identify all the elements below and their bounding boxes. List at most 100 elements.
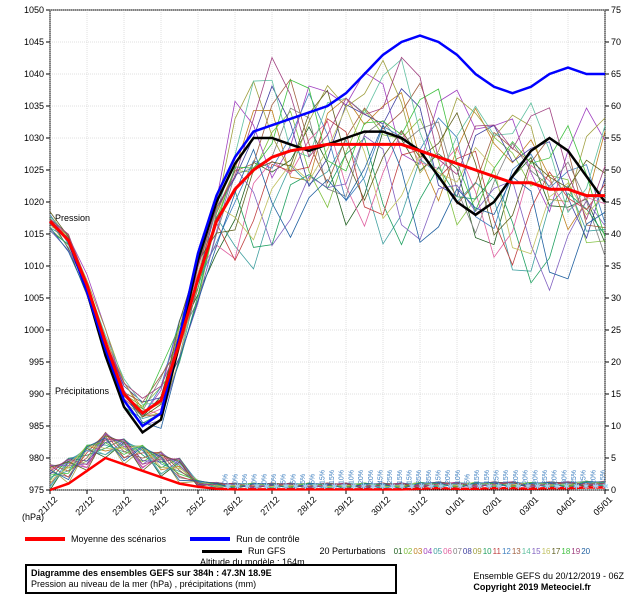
- svg-text:03/01: 03/01: [517, 494, 540, 517]
- svg-text:1010: 1010: [24, 261, 44, 271]
- svg-text:50: 50: [611, 165, 621, 175]
- svg-text:✱: ✱: [379, 482, 386, 491]
- svg-text:✱: ✱: [554, 482, 561, 491]
- svg-text:✱: ✱: [244, 482, 251, 491]
- svg-text:✱: ✱: [457, 482, 464, 491]
- svg-text:975: 975: [29, 485, 44, 495]
- title-line2: Pression au niveau de la mer (hPa) , pré…: [31, 579, 391, 590]
- svg-text:✱: ✱: [321, 482, 328, 491]
- svg-text:✱: ✱: [515, 482, 522, 491]
- svg-text:✱: ✱: [592, 482, 599, 491]
- svg-text:15: 15: [611, 389, 621, 399]
- pert-num: 02: [403, 547, 412, 556]
- svg-text:02/01: 02/01: [480, 494, 503, 517]
- svg-text:55: 55: [611, 133, 621, 143]
- pert-num: 13: [512, 547, 521, 556]
- svg-text:980: 980: [29, 453, 44, 463]
- svg-text:01/01: 01/01: [443, 494, 466, 517]
- svg-text:1015: 1015: [24, 229, 44, 239]
- svg-text:1005: 1005: [24, 293, 44, 303]
- pert-num: 12: [502, 547, 511, 556]
- pert-num: 08: [463, 547, 472, 556]
- svg-text:30: 30: [611, 293, 621, 303]
- svg-text:5: 5: [611, 453, 616, 463]
- pert-num: 05: [433, 547, 442, 556]
- svg-text:1020: 1020: [24, 197, 44, 207]
- perturbation-swatches: 0102030405060708091011121314151617181920: [394, 546, 592, 556]
- svg-text:1000: 1000: [24, 325, 44, 335]
- svg-text:✱: ✱: [476, 482, 483, 491]
- pert-num: 01: [394, 547, 403, 556]
- pert-num: 17: [551, 547, 560, 556]
- svg-text:✱: ✱: [292, 482, 299, 491]
- svg-text:25: 25: [611, 325, 621, 335]
- svg-text:05/01: 05/01: [591, 494, 614, 517]
- svg-text:1025: 1025: [24, 165, 44, 175]
- svg-text:(hPa): (hPa): [22, 512, 44, 522]
- pert-num: 16: [542, 547, 551, 556]
- svg-text:45: 45: [611, 197, 621, 207]
- svg-text:27/12: 27/12: [258, 494, 281, 517]
- svg-text:04/01: 04/01: [554, 494, 577, 517]
- svg-text:✱: ✱: [225, 482, 232, 491]
- svg-text:29/12: 29/12: [332, 494, 355, 517]
- svg-text:31/12: 31/12: [406, 494, 429, 517]
- svg-text:65: 65: [611, 69, 621, 79]
- pert-num: 18: [561, 547, 570, 556]
- footer-copyright: Copyright 2019 Meteociel.fr: [473, 582, 591, 592]
- svg-text:✱: ✱: [389, 482, 396, 491]
- svg-text:25/12: 25/12: [184, 494, 207, 517]
- svg-text:40: 40: [611, 229, 621, 239]
- footer-run: Ensemble GEFS du 20/12/2019 - 06Z: [473, 571, 624, 583]
- title-box: Diagramme des ensembles GEFS sur 384h : …: [25, 564, 397, 594]
- svg-text:✱: ✱: [331, 482, 338, 491]
- legend-perturbations-label: 20 Perturbations: [320, 546, 386, 556]
- pert-num: 11: [493, 547, 501, 556]
- svg-text:✱: ✱: [437, 482, 444, 491]
- svg-text:✱: ✱: [360, 482, 367, 491]
- svg-text:✱: ✱: [534, 482, 541, 491]
- svg-text:✱: ✱: [602, 482, 609, 491]
- svg-text:990: 990: [29, 389, 44, 399]
- svg-text:✱: ✱: [234, 482, 241, 491]
- svg-text:✱: ✱: [399, 482, 406, 491]
- svg-text:75: 75: [611, 5, 621, 15]
- svg-text:✱: ✱: [496, 482, 503, 491]
- svg-text:995: 995: [29, 357, 44, 367]
- svg-text:✱: ✱: [467, 482, 474, 491]
- svg-text:20: 20: [611, 357, 621, 367]
- svg-text:✱: ✱: [447, 482, 454, 491]
- svg-text:35: 35: [611, 261, 621, 271]
- svg-text:✱: ✱: [428, 482, 435, 491]
- legend-gfs-label: Run GFS: [248, 546, 286, 556]
- legend-swatch-gfs: [202, 550, 242, 553]
- svg-text:✱: ✱: [370, 482, 377, 491]
- svg-text:30/12: 30/12: [369, 494, 392, 517]
- svg-text:Précipitations: Précipitations: [55, 386, 110, 396]
- svg-text:✱: ✱: [418, 482, 425, 491]
- footer: Ensemble GEFS du 20/12/2019 - 06Z Copyri…: [473, 571, 624, 594]
- svg-text:23/12: 23/12: [110, 494, 133, 517]
- svg-text:1040: 1040: [24, 69, 44, 79]
- svg-text:22/12: 22/12: [73, 494, 96, 517]
- pert-num: 06: [443, 547, 452, 556]
- ensemble-chart: 9759809859909951000100510101015102010251…: [0, 0, 634, 600]
- legend-control-label: Run de contrôle: [236, 534, 300, 544]
- svg-text:✱: ✱: [273, 482, 280, 491]
- title-line1: Diagramme des ensembles GEFS sur 384h : …: [31, 568, 272, 578]
- svg-text:60: 60: [611, 101, 621, 111]
- svg-text:✱: ✱: [583, 482, 590, 491]
- svg-text:✱: ✱: [350, 482, 357, 491]
- svg-text:✱: ✱: [302, 482, 309, 491]
- pert-num: 15: [532, 547, 541, 556]
- pert-num: 20: [581, 547, 590, 556]
- svg-text:1050: 1050: [24, 5, 44, 15]
- svg-text:26/12: 26/12: [221, 494, 244, 517]
- svg-text:✱: ✱: [408, 482, 415, 491]
- svg-text:✱: ✱: [505, 482, 512, 491]
- svg-text:✱: ✱: [254, 482, 261, 491]
- svg-text:✱: ✱: [341, 482, 348, 491]
- svg-text:28/12: 28/12: [295, 494, 318, 517]
- pert-num: 19: [571, 547, 580, 556]
- svg-text:0: 0: [611, 485, 616, 495]
